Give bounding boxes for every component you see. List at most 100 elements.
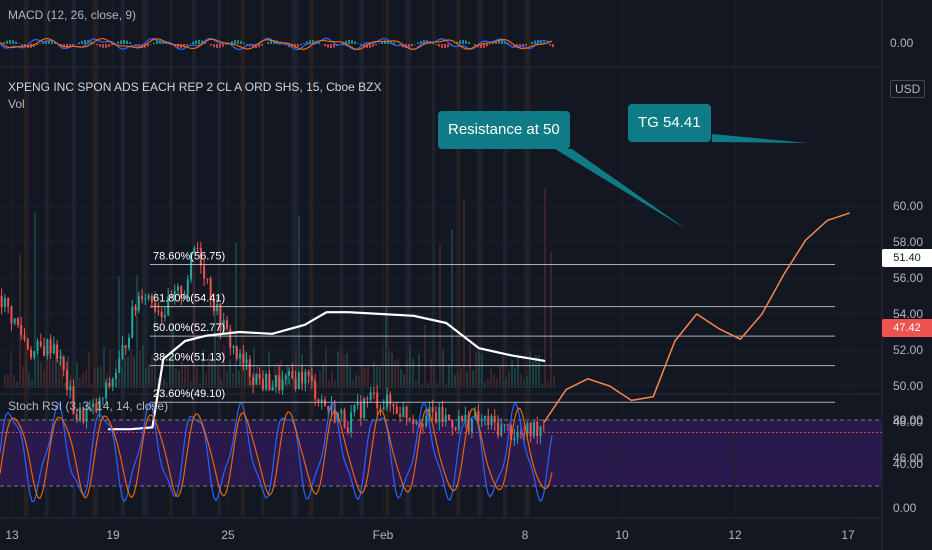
volume-bar (388, 349, 390, 388)
session-stripe (240, 0, 245, 516)
volume-bar (535, 355, 537, 388)
target-callout[interactable]: TG 54.41 (628, 104, 711, 142)
candle-body (121, 345, 124, 359)
candle-body (85, 410, 88, 422)
session-stripe (502, 0, 507, 516)
y-tick-label: 46.00 (893, 451, 923, 465)
macd-histogram-bar (306, 41, 308, 44)
volume-bar (367, 365, 369, 388)
candle-body (382, 407, 385, 409)
candle-body (43, 346, 46, 356)
volume-bar (55, 344, 57, 388)
candle-body (428, 407, 431, 417)
macd-histogram-bar (51, 40, 53, 44)
candle-body (510, 425, 513, 440)
macd-histogram-bar (99, 44, 101, 47)
candle-body (92, 403, 95, 407)
fibonacci-levels: 78.60%(56.75) 61.80%(54.41) 50.00%(52.77) 3… (150, 251, 835, 403)
macd-histogram-bar (465, 40, 467, 44)
candle-body (477, 411, 480, 421)
candle-body (343, 410, 346, 428)
volume-bar (349, 366, 351, 388)
candle-body (366, 398, 369, 400)
volume-bar (451, 229, 453, 388)
candle-body (297, 372, 300, 390)
candle-body (105, 382, 108, 399)
volume-bar (73, 382, 75, 388)
volume-bar (238, 370, 240, 388)
volume-bar (553, 375, 555, 388)
price-candles (0, 241, 545, 446)
macd-histogram-bar (351, 40, 353, 44)
volume-bar (442, 348, 444, 388)
macd-histogram-bar (354, 41, 356, 44)
candle-body (497, 422, 500, 436)
fib-level-label: 61.80%(54.41) (153, 293, 225, 305)
macd-histogram-bar (285, 44, 287, 46)
macd-histogram-bar (252, 44, 254, 48)
macd-histogram-bar (483, 44, 485, 48)
fib-level-label: 50.00%(52.77) (153, 322, 225, 334)
candle-body (307, 371, 310, 376)
currency-label[interactable]: USD (890, 80, 926, 98)
candle-body (418, 421, 421, 425)
resistance-callout[interactable]: Resistance at 50 (438, 111, 570, 149)
volume-bar (127, 356, 129, 388)
candle-body (170, 296, 173, 299)
session-stripe (359, 0, 365, 516)
volume-bar (424, 325, 426, 388)
volume-bar (10, 353, 12, 388)
macd-histogram-bar (36, 44, 38, 46)
volume-bar (361, 365, 363, 388)
candle-body (503, 424, 506, 426)
macd-histogram-bar (369, 44, 371, 48)
volume-bar (463, 199, 465, 388)
candle-body (212, 299, 215, 312)
volume-bar (100, 365, 102, 388)
candle-body (274, 375, 277, 387)
candle-body (225, 320, 228, 329)
volume-bar (298, 215, 300, 388)
macd-histogram-bar (183, 44, 185, 48)
candle-body (141, 295, 144, 300)
y-tick-label: 54.00 (893, 307, 923, 321)
volume-bar (523, 379, 525, 388)
volume-bar (217, 367, 219, 388)
macd-histogram-bar (237, 40, 239, 44)
volume-bar (151, 355, 153, 388)
candle-body (402, 406, 405, 418)
macd-histogram-bar (375, 44, 377, 46)
macd-histogram-bar (234, 40, 236, 44)
macd-histogram-bar (360, 44, 362, 46)
candle-body (483, 415, 486, 419)
volume-bar (4, 374, 6, 388)
macd-histogram-bar (195, 40, 197, 44)
macd-histogram-bar (348, 40, 350, 44)
volume-bar (319, 370, 321, 388)
volume-bar (340, 348, 342, 388)
macd-histogram-bar (147, 44, 149, 47)
macd-histogram-bar (492, 42, 494, 44)
session-stripe (431, 0, 436, 516)
macd-histogram-bar (117, 41, 119, 44)
candle-body (353, 405, 356, 413)
candle-body (88, 406, 91, 411)
macd-histogram-bar (270, 40, 272, 44)
macd-histogram-bar (210, 44, 212, 46)
volume-bar (454, 374, 456, 388)
candle-body (111, 378, 114, 387)
macd-histogram-bar (363, 44, 365, 47)
volume-bar (49, 345, 51, 388)
volume-bar (481, 354, 483, 388)
candle-body (405, 406, 408, 419)
candle-body (59, 356, 62, 359)
macd-histogram-bar (42, 41, 44, 44)
session-stripe (291, 0, 298, 516)
macd-histogram-bar (327, 44, 329, 48)
volume-bar (277, 363, 279, 388)
volume-bar (475, 351, 477, 388)
volume-bar (370, 382, 372, 388)
macd-histogram-bar (219, 44, 221, 48)
candle-body (408, 418, 411, 420)
